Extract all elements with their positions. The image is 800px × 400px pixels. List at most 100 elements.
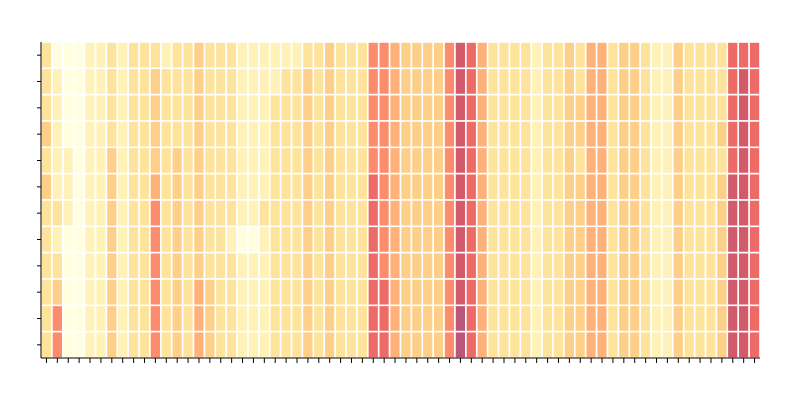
heatmap-cell xyxy=(486,330,500,359)
axes xyxy=(37,42,760,363)
heatmap-cell xyxy=(748,146,761,175)
heatmap-cell xyxy=(40,251,53,280)
heatmap-cell xyxy=(530,172,543,201)
heatmap-cell xyxy=(377,120,391,149)
heatmap-cell xyxy=(628,93,641,122)
heatmap-cell xyxy=(508,120,522,149)
heatmap-cell xyxy=(192,304,206,333)
heatmap-cell xyxy=(345,225,358,254)
heatmap-cell xyxy=(519,67,533,96)
heatmap-cell xyxy=(72,93,86,122)
heatmap-cell xyxy=(192,330,206,359)
heatmap-cell xyxy=(116,225,129,254)
heatmap-cell xyxy=(127,93,140,122)
heatmap-cell xyxy=(377,251,391,280)
heatmap-cell xyxy=(312,278,326,307)
heatmap-cell xyxy=(203,146,217,175)
heatmap-cell xyxy=(682,93,696,122)
heatmap-cell xyxy=(138,67,151,96)
heatmap-cell xyxy=(399,304,413,333)
heatmap-cell xyxy=(693,278,707,307)
heatmap-cell xyxy=(584,278,598,307)
heatmap-cell xyxy=(127,251,140,280)
heatmap-cell xyxy=(595,225,609,254)
heatmap-cell xyxy=(301,330,315,359)
heatmap-cell xyxy=(388,41,402,70)
heatmap-cell xyxy=(595,199,609,228)
heatmap-cell xyxy=(40,93,53,122)
heatmap-cell xyxy=(606,41,620,70)
heatmap-cell xyxy=(628,199,641,228)
heatmap-cell xyxy=(181,41,195,70)
heatmap-cell xyxy=(268,278,282,307)
heatmap-cell xyxy=(345,93,358,122)
heatmap-cell xyxy=(475,199,489,228)
heatmap-cell xyxy=(160,199,173,228)
heatmap-cell xyxy=(214,93,227,122)
heatmap-cell xyxy=(454,93,467,122)
heatmap-cell xyxy=(149,225,162,254)
heatmap-cell xyxy=(61,146,75,175)
heatmap-cell xyxy=(94,41,108,70)
heatmap-cell xyxy=(345,278,358,307)
heatmap-cell xyxy=(203,199,217,228)
heatmap-cell xyxy=(682,330,696,359)
heatmap-cell xyxy=(748,120,761,149)
heatmap-cell xyxy=(138,146,151,175)
heatmap-cell xyxy=(258,120,271,149)
heatmap-cell xyxy=(258,278,271,307)
heatmap-cell xyxy=(606,225,620,254)
heatmap-cell xyxy=(693,172,707,201)
heatmap-cell xyxy=(61,120,75,149)
heatmap-cell xyxy=(399,146,413,175)
heatmap-cell xyxy=(181,251,195,280)
heatmap-cell xyxy=(497,67,511,96)
heatmap-cell xyxy=(377,146,391,175)
heatmap-cell xyxy=(661,278,674,307)
heatmap-cell xyxy=(541,41,554,70)
heatmap-cell xyxy=(672,93,685,122)
heatmap-cell xyxy=(61,199,75,228)
heatmap-cell xyxy=(356,41,369,70)
heatmap-cell xyxy=(606,172,620,201)
heatmap-cell xyxy=(203,304,217,333)
heatmap-cell xyxy=(247,251,260,280)
heatmap-cell xyxy=(334,199,347,228)
heatmap-cell xyxy=(301,278,315,307)
heatmap-cell xyxy=(72,251,86,280)
heatmap-cell xyxy=(105,172,119,201)
heatmap-cell xyxy=(443,278,456,307)
heatmap-cell xyxy=(94,172,108,201)
heatmap-cell xyxy=(236,41,249,70)
heatmap-cell xyxy=(530,41,543,70)
heatmap-cell xyxy=(682,278,696,307)
heatmap-cell xyxy=(258,304,271,333)
heatmap-cell xyxy=(94,225,108,254)
heatmap-cell xyxy=(388,67,402,96)
heatmap-cell xyxy=(236,251,249,280)
heatmap-cell xyxy=(715,120,729,149)
heatmap-cell xyxy=(486,251,500,280)
heatmap-cell xyxy=(650,330,663,359)
heatmap-cell xyxy=(268,67,282,96)
heatmap-cell xyxy=(639,304,652,333)
heatmap-cell xyxy=(268,120,282,149)
heatmap-cell xyxy=(454,120,467,149)
heatmap-cell xyxy=(51,93,64,122)
heatmap-cell xyxy=(312,225,326,254)
heatmap-cell xyxy=(203,93,217,122)
heatmap-cell xyxy=(388,120,402,149)
heatmap-cell xyxy=(693,225,707,254)
heatmap-cell xyxy=(279,120,293,149)
heatmap-cell xyxy=(541,304,554,333)
heatmap-cell xyxy=(552,225,565,254)
heatmap-cell xyxy=(421,93,434,122)
heatmap-cell xyxy=(170,41,184,70)
heatmap-cell xyxy=(573,67,587,96)
heatmap-cell xyxy=(682,120,696,149)
heatmap-cell xyxy=(595,120,609,149)
heatmap-cell xyxy=(454,67,467,96)
heatmap-cell xyxy=(465,304,478,333)
heatmap-cell xyxy=(628,304,641,333)
heatmap-cell xyxy=(399,172,413,201)
